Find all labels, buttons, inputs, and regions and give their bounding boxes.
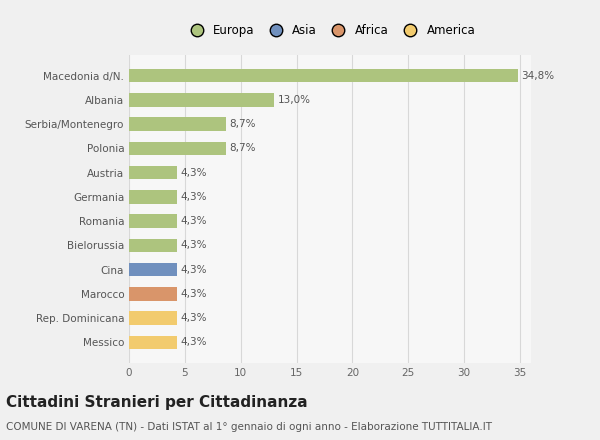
Text: 4,3%: 4,3% — [181, 192, 207, 202]
Text: 4,3%: 4,3% — [181, 216, 207, 226]
Bar — [129, 93, 274, 106]
Text: Cittadini Stranieri per Cittadinanza: Cittadini Stranieri per Cittadinanza — [6, 395, 308, 410]
Text: 4,3%: 4,3% — [181, 240, 207, 250]
Text: 4,3%: 4,3% — [181, 337, 207, 347]
Text: 4,3%: 4,3% — [181, 313, 207, 323]
Bar — [129, 238, 177, 252]
Bar — [129, 166, 177, 180]
Bar — [129, 69, 518, 82]
Text: 34,8%: 34,8% — [521, 71, 554, 81]
Bar — [129, 263, 177, 276]
Bar — [129, 312, 177, 325]
Bar — [129, 142, 226, 155]
Text: 8,7%: 8,7% — [229, 143, 256, 154]
Legend: Europa, Asia, Africa, America: Europa, Asia, Africa, America — [185, 24, 475, 37]
Bar — [129, 336, 177, 349]
Text: 8,7%: 8,7% — [229, 119, 256, 129]
Bar — [129, 117, 226, 131]
Bar — [129, 287, 177, 301]
Text: 4,3%: 4,3% — [181, 264, 207, 275]
Text: COMUNE DI VARENA (TN) - Dati ISTAT al 1° gennaio di ogni anno - Elaborazione TUT: COMUNE DI VARENA (TN) - Dati ISTAT al 1°… — [6, 422, 492, 433]
Text: 4,3%: 4,3% — [181, 289, 207, 299]
Bar — [129, 190, 177, 204]
Text: 13,0%: 13,0% — [278, 95, 311, 105]
Bar — [129, 214, 177, 228]
Text: 4,3%: 4,3% — [181, 168, 207, 178]
